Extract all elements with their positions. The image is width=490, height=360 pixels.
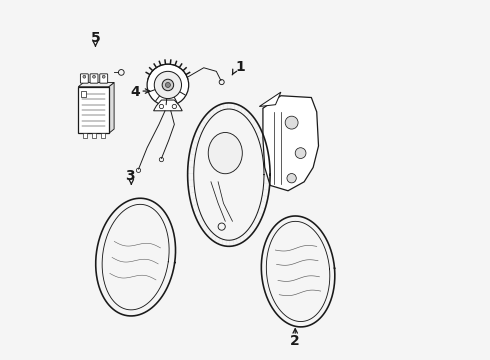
Text: 4: 4 bbox=[131, 85, 141, 99]
Circle shape bbox=[83, 75, 86, 78]
Bar bbox=[101, 133, 105, 138]
Text: 1: 1 bbox=[236, 60, 245, 74]
Circle shape bbox=[285, 116, 298, 129]
Circle shape bbox=[295, 148, 306, 158]
Polygon shape bbox=[263, 96, 318, 191]
FancyBboxPatch shape bbox=[78, 87, 109, 134]
Text: 3: 3 bbox=[125, 170, 134, 183]
Polygon shape bbox=[153, 100, 182, 111]
Circle shape bbox=[93, 75, 96, 78]
Circle shape bbox=[154, 71, 181, 99]
Circle shape bbox=[102, 75, 105, 78]
Ellipse shape bbox=[208, 132, 243, 174]
FancyBboxPatch shape bbox=[100, 74, 108, 83]
Text: 5: 5 bbox=[91, 31, 100, 45]
Bar bbox=[92, 133, 96, 138]
Circle shape bbox=[166, 82, 171, 87]
FancyBboxPatch shape bbox=[90, 74, 98, 83]
Circle shape bbox=[287, 174, 296, 183]
Circle shape bbox=[147, 64, 189, 106]
Text: 2: 2 bbox=[291, 334, 300, 348]
Polygon shape bbox=[109, 82, 114, 134]
Circle shape bbox=[162, 79, 173, 91]
Bar bbox=[82, 133, 87, 138]
Bar bbox=[81, 91, 87, 97]
FancyBboxPatch shape bbox=[80, 74, 88, 83]
Polygon shape bbox=[78, 82, 114, 87]
Polygon shape bbox=[259, 92, 281, 107]
